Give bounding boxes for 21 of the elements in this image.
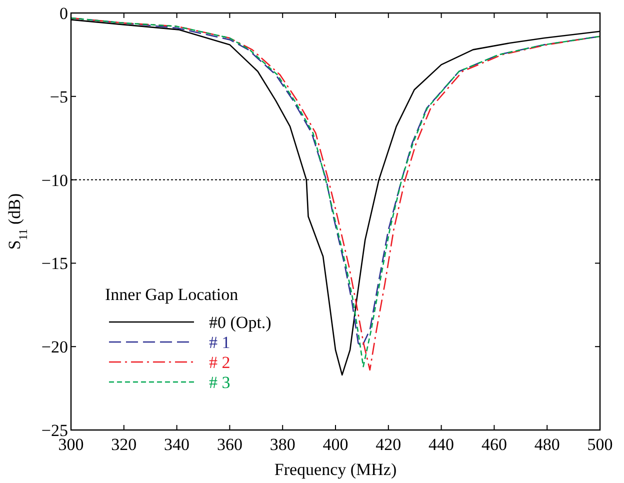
x-tick-label: 440	[428, 435, 454, 454]
x-tick-label: 380	[270, 435, 296, 454]
x-tick-label: 420	[376, 435, 402, 454]
legend-title: Inner Gap Location	[105, 285, 239, 304]
y-tick-label: −10	[41, 170, 68, 190]
y-tick-label: −15	[41, 254, 68, 274]
legend-label: # 1	[209, 332, 230, 352]
x-axis-title: Frequency (MHz)	[274, 460, 397, 479]
x-tick-label: 360	[216, 435, 242, 454]
x-tick-label: 480	[534, 435, 560, 454]
x-tick-label: 340	[164, 435, 190, 454]
x-tick-label: 320	[111, 435, 137, 454]
legend-label: #0 (Opt.)	[209, 312, 272, 332]
y-tick-label: 0	[60, 4, 68, 23]
x-tick-label: 400	[322, 435, 348, 454]
legend-label: # 2	[209, 352, 230, 372]
y-tick-label: −5	[50, 87, 68, 106]
x-tick-label: 460	[481, 435, 507, 454]
y-tick-label: −20	[41, 338, 68, 357]
x-tick-label: 500	[587, 435, 613, 454]
legend-label: # 3	[209, 372, 230, 392]
